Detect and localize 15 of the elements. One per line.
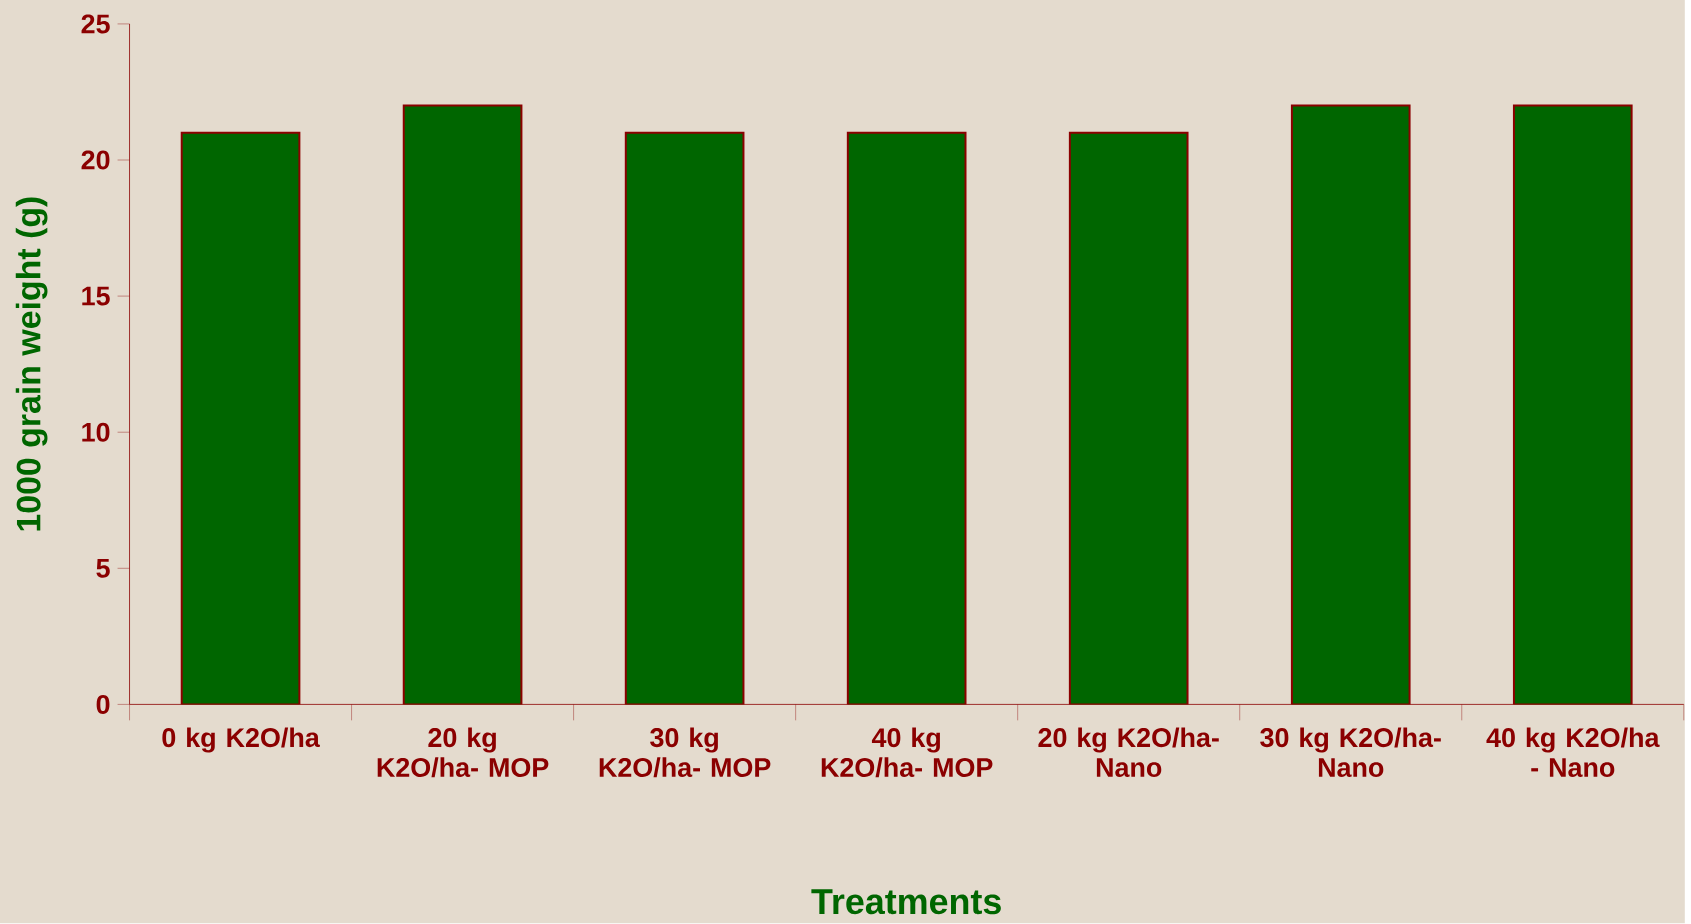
x-tick-label: 40 kg K2O/ha- MOP — [821, 727, 993, 778]
x-tick-label: 0 kg K2O/ha — [162, 727, 320, 753]
y-tick-label: 20 — [81, 150, 110, 170]
y-tick-label: 25 — [81, 14, 110, 34]
y-tick-label: 15 — [82, 286, 110, 306]
x-tick-label: 20 kg K2O/ha- Nano — [1038, 727, 1219, 778]
x-tick-label: 30 kg K2O/ha- MOP — [599, 727, 771, 778]
x-tick-label: 30 kg K2O/ha- Nano — [1260, 727, 1441, 778]
y-tick-label: 10 — [82, 422, 110, 442]
y-axis-title: 1000 grain weight (g) — [15, 197, 48, 531]
x-axis-title: Treatments — [811, 889, 1001, 915]
x-tick-label: 40 kg K2O/ha - Nano — [1486, 727, 1660, 778]
y-tick-label: 5 — [96, 559, 110, 578]
y-tick-label: 0 — [96, 695, 110, 715]
x-tick-label: 20 kg K2O/ha- MOP — [377, 727, 549, 778]
